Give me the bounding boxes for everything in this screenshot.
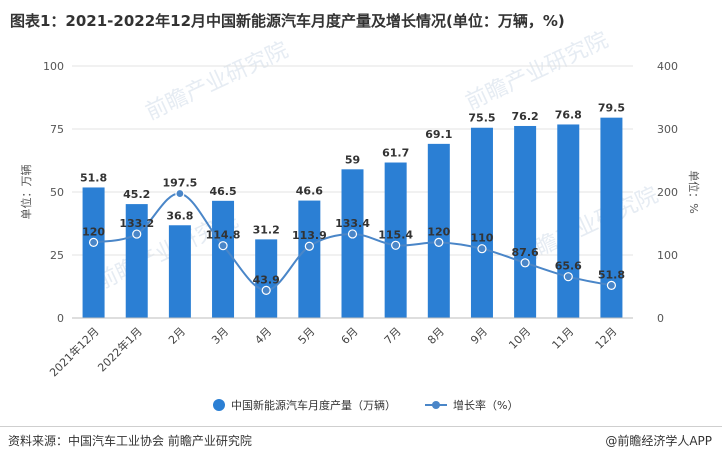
y-right-tick-label: 300 — [657, 123, 678, 136]
bar — [470, 127, 493, 319]
line-point — [304, 241, 314, 251]
legend-line-marker — [432, 401, 440, 409]
y-left-tick-label: 75 — [50, 123, 64, 136]
x-tick-label: 7月 — [382, 325, 404, 347]
line-value-label: 110 — [470, 232, 493, 245]
x-tick-label: 5月 — [296, 325, 318, 347]
bar-value-label: 79.5 — [598, 102, 625, 115]
bar — [427, 143, 450, 318]
line-value-label: 114.8 — [206, 229, 241, 242]
bar — [341, 169, 364, 318]
y-right-axis-title: 单位：% — [687, 170, 701, 213]
y-left-tick-label: 50 — [50, 186, 64, 199]
bar — [212, 200, 235, 318]
line-value-label: 87.6 — [512, 246, 539, 259]
bar — [384, 162, 407, 318]
legend: 中国新能源汽车月度产量（万辆） 增长率（%） — [213, 398, 518, 412]
app-credit: @前瞻经济学人APP — [605, 434, 712, 448]
legend-bar-label: 中国新能源汽车月度产量（万辆） — [231, 398, 396, 412]
line-value-label: 133.2 — [119, 217, 154, 230]
x-tick-label: 12月 — [593, 325, 620, 352]
line-point — [391, 240, 401, 250]
source-note: 资料来源：中国汽车工业协会 前瞻产业研究院 — [8, 434, 252, 448]
x-tick-label: 2022年1月 — [95, 324, 145, 374]
x-tick-label: 2月 — [166, 325, 188, 347]
x-tick-label: 6月 — [339, 325, 361, 347]
bar-value-label: 75.5 — [468, 112, 495, 125]
bar-value-label: 45.2 — [123, 188, 150, 201]
line-value-label: 197.5 — [162, 177, 197, 190]
line-value-label: 115.4 — [378, 228, 413, 241]
line-value-label: 113.9 — [292, 229, 327, 242]
line-point — [606, 280, 617, 290]
watermark-text: 前瞻产业研究院 — [142, 38, 292, 126]
bar-series — [82, 117, 623, 319]
bar — [168, 225, 191, 318]
line-point — [261, 285, 271, 295]
bar-value-label: 36.8 — [166, 209, 193, 222]
bar — [557, 124, 580, 319]
watermark-text: 前瞻产业研究院 — [462, 28, 612, 116]
legend-line-label: 增长率（%） — [453, 398, 518, 412]
y-left-tick-label: 25 — [50, 249, 64, 262]
line-point — [88, 237, 99, 247]
y-left-tick-label: 100 — [43, 60, 64, 73]
x-tick-label: 4月 — [252, 325, 274, 347]
bar-value-label: 76.8 — [555, 108, 582, 121]
line-value-label: 120 — [427, 225, 450, 238]
line-value-label: 133.4 — [335, 217, 370, 230]
line-value-label: 43.9 — [253, 273, 280, 286]
line-point — [175, 188, 185, 199]
bar — [514, 125, 537, 318]
y-right-tick-label: 0 — [657, 312, 664, 325]
bar — [600, 117, 623, 318]
line-value-label: 51.8 — [598, 268, 625, 281]
y-right-tick-label: 400 — [657, 60, 678, 73]
bar-value-label: 46.6 — [296, 185, 323, 198]
y-right-tick-label: 100 — [657, 249, 678, 262]
data-labels: 51.8 45.2 36.8 46.5 31.2 46.6 59 61.7 69.1 75.5 76… — [80, 102, 625, 287]
bar — [255, 239, 278, 318]
line-value-label: 120 — [82, 225, 105, 238]
x-tick-label: 3月 — [209, 325, 231, 347]
bar-value-label: 61.7 — [382, 147, 409, 160]
line-point — [132, 229, 142, 239]
chart-title: 图表1：2021-2022年12月中国新能源汽车月度产量及增长情况(单位：万辆，… — [10, 12, 565, 30]
line-series — [88, 188, 617, 295]
line-value-label: 65.6 — [555, 260, 582, 273]
bar-value-label: 51.8 — [80, 171, 107, 184]
line-point — [477, 244, 487, 254]
x-tick-label: 2021年12月 — [47, 324, 102, 379]
x-tick-label: 9月 — [468, 325, 490, 347]
line-point — [347, 229, 358, 239]
bar — [298, 200, 321, 318]
bar-value-label: 46.5 — [209, 185, 236, 198]
bar — [125, 204, 148, 318]
bar-value-label: 31.2 — [253, 223, 280, 236]
footer-divider — [0, 426, 722, 427]
line-point — [563, 272, 573, 282]
x-tick-label: 11月 — [550, 325, 577, 352]
y-left-axis-title: 单位：万辆 — [19, 165, 33, 220]
legend-bar-marker — [213, 399, 225, 411]
x-tick-label: 8月 — [425, 325, 447, 347]
y-right-tick-label: 200 — [657, 186, 678, 199]
line-point — [218, 241, 228, 251]
line-point — [520, 258, 530, 268]
y-left-tick-label: 0 — [57, 312, 64, 325]
bar-value-label: 59 — [345, 153, 360, 166]
bar — [82, 187, 105, 318]
line-point — [434, 237, 444, 247]
bar-value-label: 76.2 — [512, 110, 539, 123]
bar-value-label: 69.1 — [425, 128, 452, 141]
x-tick-label: 10月 — [506, 325, 533, 352]
